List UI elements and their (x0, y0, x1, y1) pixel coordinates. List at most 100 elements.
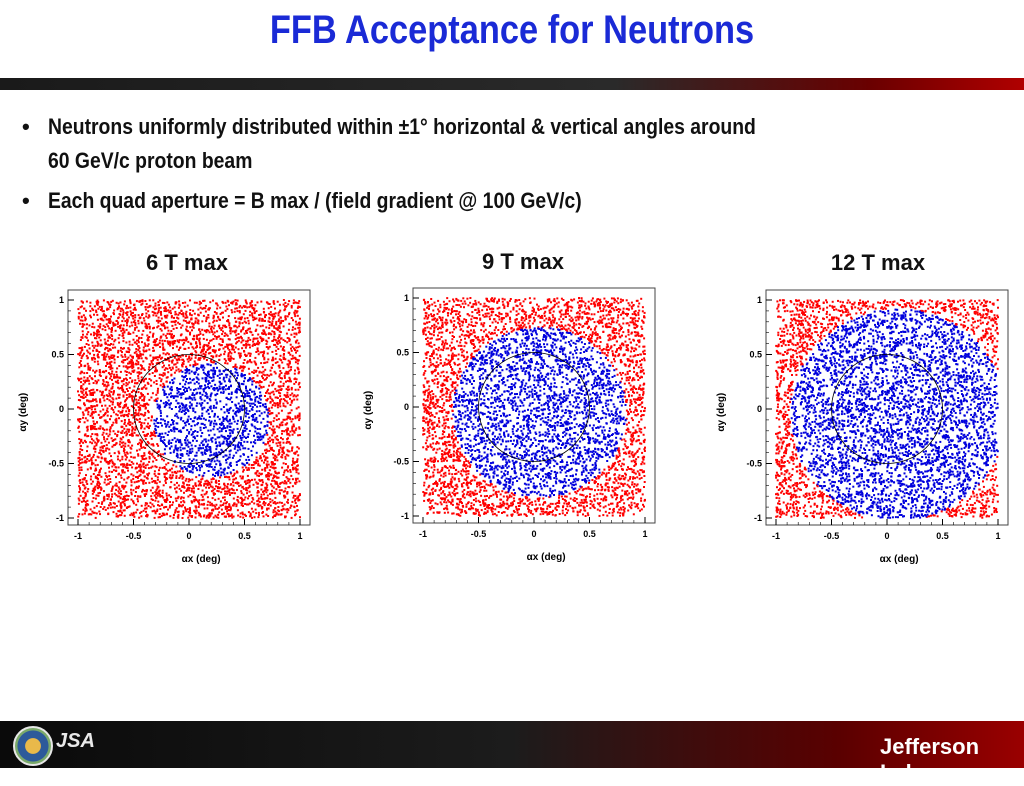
accepted-point (189, 397, 191, 399)
outside-point (244, 496, 247, 499)
accepted-point (201, 414, 204, 417)
outside-point (128, 459, 131, 462)
outside-point (134, 491, 137, 493)
outside-point (261, 497, 264, 500)
accepted-point (159, 422, 162, 424)
outside-point (239, 316, 242, 319)
outside-point (208, 307, 211, 310)
accepted-point (200, 422, 203, 425)
outside-point (242, 362, 245, 364)
outside-point (113, 492, 116, 495)
outside-point (202, 337, 205, 340)
outside-point (131, 466, 134, 469)
outside-point (99, 339, 102, 342)
outside-point (116, 367, 119, 370)
outside-point (157, 304, 160, 307)
outside-point (252, 498, 255, 501)
outside-point (125, 328, 128, 331)
outside-point (116, 435, 119, 438)
outside-point (120, 346, 122, 349)
outside-point (119, 503, 122, 506)
outside-point (84, 381, 87, 384)
outside-point (186, 358, 189, 361)
outside-point (237, 501, 240, 504)
outside-point (104, 449, 107, 452)
outside-point (155, 314, 158, 317)
outside-point (141, 490, 143, 493)
accepted-point (225, 443, 228, 446)
outside-point (268, 436, 271, 439)
outside-point (228, 488, 231, 491)
outside-point (117, 500, 120, 503)
outside-point (224, 332, 227, 335)
outside-point (143, 479, 146, 482)
outside-point (266, 456, 269, 459)
accepted-point (254, 403, 256, 406)
outside-point (170, 315, 173, 318)
outside-point (193, 509, 196, 512)
outside-point (288, 486, 291, 489)
outside-point (223, 324, 226, 327)
outside-point (85, 508, 88, 511)
outside-point (173, 356, 176, 359)
accepted-point (190, 428, 193, 431)
outside-point (168, 506, 171, 509)
accepted-point (256, 428, 259, 430)
outside-point (174, 302, 177, 305)
outside-point (296, 458, 299, 461)
outside-point (155, 319, 158, 322)
outside-point (125, 341, 128, 344)
outside-point (206, 484, 209, 487)
outside-point (283, 490, 286, 493)
outside-point (130, 313, 132, 316)
outside-point (289, 397, 291, 400)
outside-point (82, 379, 85, 382)
outside-point (118, 452, 121, 455)
outside-point (188, 478, 191, 481)
outside-point (80, 363, 83, 366)
accepted-point (181, 467, 184, 470)
outside-point (294, 327, 297, 330)
outside-point (78, 479, 81, 482)
outside-point (151, 372, 154, 374)
outside-point (164, 367, 167, 370)
outside-point (255, 317, 258, 320)
outside-point (286, 438, 289, 441)
outside-point (156, 492, 159, 495)
outside-point (92, 382, 95, 384)
outside-point (283, 430, 286, 433)
outside-point (226, 345, 229, 348)
outside-point (100, 467, 102, 470)
outside-point (269, 501, 272, 504)
outside-point (267, 438, 270, 441)
outside-point (281, 453, 284, 456)
outside-point (268, 449, 271, 452)
outside-point (174, 511, 177, 514)
accepted-point (236, 449, 239, 452)
outside-point (248, 484, 251, 487)
accepted-point (161, 424, 163, 427)
outside-point (118, 495, 121, 498)
outside-point (138, 417, 141, 420)
outside-point (89, 366, 92, 369)
outside-point (238, 322, 241, 325)
outside-point (226, 490, 229, 493)
outside-point (78, 420, 81, 423)
accepted-point (186, 435, 188, 438)
outside-point (125, 499, 128, 501)
outside-point (232, 489, 235, 492)
outside-point (249, 352, 252, 355)
outside-point (251, 344, 254, 347)
outside-point (265, 399, 268, 402)
outside-point (175, 465, 178, 468)
outside-point (241, 322, 244, 325)
accepted-point (252, 441, 255, 444)
outside-point (94, 476, 97, 479)
outside-point (128, 418, 130, 421)
outside-point (154, 480, 157, 483)
outside-point (177, 484, 180, 487)
outside-point (210, 325, 213, 328)
accepted-point (190, 403, 193, 406)
outside-point (111, 370, 114, 373)
outside-point (109, 478, 112, 480)
